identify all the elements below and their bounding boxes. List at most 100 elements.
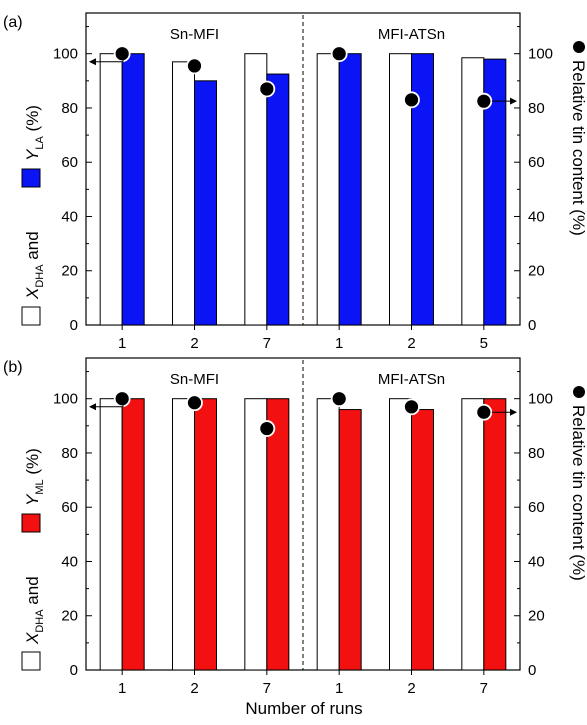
x-tick-label: 5 xyxy=(480,335,488,352)
y-title-part-b: YLA (%) xyxy=(23,105,46,161)
bar-yield xyxy=(266,73,290,326)
x-tick-label: 1 xyxy=(335,680,343,697)
legend-marker-tin xyxy=(573,41,585,53)
x-tick-label: 2 xyxy=(190,335,198,352)
y-tick-label-right: 40 xyxy=(528,553,545,570)
bar-xdha xyxy=(461,398,485,671)
y-title-y: Y xyxy=(23,148,42,161)
tin-content-marker xyxy=(330,390,348,408)
bar-yield xyxy=(121,53,145,326)
y-title-right-text: Relative tin content (%) xyxy=(569,60,587,236)
y-title-sub: LA xyxy=(34,136,46,150)
tin-content-marker xyxy=(403,398,420,416)
y-axis-title-left: XDHA and YML (%) xyxy=(21,448,46,671)
x-axis-title: Number of runs xyxy=(245,699,362,718)
bar-yield xyxy=(338,53,362,326)
group-label: MFI-ATSn xyxy=(378,371,445,388)
x-tick-label: 7 xyxy=(263,335,271,352)
bar-yield xyxy=(411,409,434,671)
y-axis-title-right: Relative tin content (%) xyxy=(569,386,587,581)
bar-yield xyxy=(411,53,434,326)
x-tick-label: 1 xyxy=(335,335,343,352)
legend-swatch-yield xyxy=(21,168,41,188)
legend-swatch-xdha xyxy=(21,651,41,671)
x-tick-label: 1 xyxy=(118,335,126,352)
y-tick-label-right: 0 xyxy=(528,662,536,679)
bar-xdha xyxy=(99,53,123,326)
bar-xdha xyxy=(244,398,268,671)
bar-yield xyxy=(483,398,507,671)
tin-content-marker xyxy=(186,57,203,75)
y-title-right-text: Relative tin content (%) xyxy=(569,405,587,581)
right-arrow-head-icon xyxy=(510,408,517,416)
y-tick-label-left: 0 xyxy=(70,662,78,679)
y-tick-label-left: 20 xyxy=(61,263,78,280)
y-tick-label-right: 40 xyxy=(528,208,545,225)
y-title-sub: DHA xyxy=(34,609,46,633)
y-axis-title-right: Relative tin content (%) xyxy=(569,41,587,236)
right-arrow-head-icon xyxy=(510,97,517,105)
y-axis-title-left: XDHA and YLA (%) xyxy=(21,105,46,326)
y-title-unit: (%) xyxy=(23,105,42,136)
y-title-part-a: XDHA and xyxy=(23,231,46,300)
y-title-y: Y xyxy=(23,493,42,506)
bar-yield xyxy=(121,398,145,671)
y-tick-label-left: 40 xyxy=(61,553,78,570)
tin-content-marker xyxy=(475,92,493,110)
y-tick-label-right: 0 xyxy=(528,317,536,334)
y-tick-label-right: 100 xyxy=(528,46,553,63)
tin-content-marker xyxy=(186,394,203,412)
y-title-x: X xyxy=(23,287,42,300)
bar-yield xyxy=(338,409,362,671)
bar-xdha xyxy=(389,398,412,671)
tin-content-marker xyxy=(258,80,276,98)
bar-yield xyxy=(194,80,217,326)
tin-content-marker xyxy=(403,91,420,109)
x-tick-label: 2 xyxy=(407,335,415,352)
y-tick-label-left: 60 xyxy=(61,499,78,516)
bar-yield xyxy=(266,398,290,671)
tin-content-marker xyxy=(330,45,348,63)
tin-content-marker xyxy=(475,403,493,421)
panel-label: (b) xyxy=(3,359,23,376)
y-tick-label-right: 60 xyxy=(528,499,545,516)
y-title-sub: ML xyxy=(34,479,46,494)
bar-xdha xyxy=(172,398,195,671)
y-title-part-b: YML (%) xyxy=(23,448,46,506)
x-tick-label: 7 xyxy=(263,680,271,697)
x-tick-label: 7 xyxy=(480,680,488,697)
legend-marker-tin xyxy=(573,386,585,398)
tin-content-marker xyxy=(113,390,131,408)
y-tick-label-right: 80 xyxy=(528,100,545,117)
y-tick-label-left: 100 xyxy=(53,391,78,408)
group-label: Sn-MFI xyxy=(170,26,219,43)
y-tick-label-left: 80 xyxy=(61,100,78,117)
group-label: Sn-MFI xyxy=(170,371,219,388)
y-tick-label-left: 80 xyxy=(61,445,78,462)
y-title-part-a: XDHA and xyxy=(23,576,46,645)
y-tick-label-left: 60 xyxy=(61,154,78,171)
x-tick-label: 2 xyxy=(190,680,198,697)
bar-xdha xyxy=(316,53,340,326)
y-tick-label-right: 60 xyxy=(528,154,545,171)
y-title-x: X xyxy=(23,632,42,645)
tin-content-marker xyxy=(258,420,276,437)
x-tick-label: 1 xyxy=(118,680,126,697)
y-title-and: and xyxy=(23,576,42,609)
y-tick-label-left: 0 xyxy=(70,317,78,334)
y-tick-label-right: 80 xyxy=(528,445,545,462)
left-arrow-head-icon xyxy=(89,403,96,411)
y-tick-label-left: 100 xyxy=(53,46,78,63)
y-tick-label-right: 20 xyxy=(528,608,545,625)
x-tick-label: 2 xyxy=(407,680,415,697)
y-title-and: and xyxy=(23,231,42,264)
bar-xdha xyxy=(172,61,195,326)
bar-xdha xyxy=(316,398,340,671)
y-tick-label-left: 40 xyxy=(61,208,78,225)
left-arrow-head-icon xyxy=(89,58,96,66)
y-title-unit: (%) xyxy=(23,448,42,479)
tin-content-marker xyxy=(113,45,131,63)
